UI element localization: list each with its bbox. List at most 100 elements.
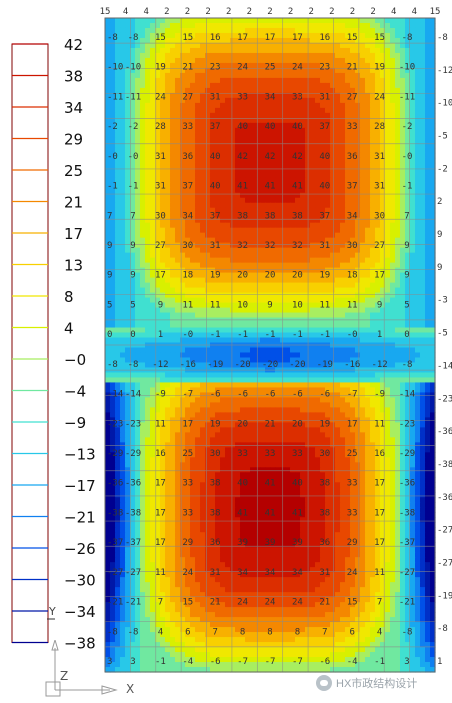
contour-cell	[315, 262, 321, 269]
contour-cell	[395, 87, 401, 94]
contour-cell	[300, 152, 306, 159]
contour-cell	[170, 177, 176, 184]
contour-cell	[310, 347, 316, 354]
contour-cell	[415, 157, 421, 164]
contour-cell	[200, 22, 206, 29]
contour-cell	[245, 152, 251, 159]
contour-cell	[200, 377, 206, 384]
contour-cell	[165, 357, 171, 364]
contour-cell	[150, 97, 156, 104]
contour-cell	[335, 137, 341, 144]
contour-cell	[250, 332, 256, 339]
contour-cell	[415, 257, 421, 264]
contour-cell	[345, 317, 351, 324]
contour-cell	[275, 372, 281, 379]
contour-cell	[140, 27, 146, 34]
contour-cell	[310, 92, 316, 99]
contour-cell	[205, 132, 211, 139]
contour-cell	[175, 107, 181, 114]
contour-cell	[160, 372, 166, 379]
contour-cell	[395, 312, 401, 319]
contour-cell	[315, 152, 321, 159]
contour-cell	[400, 227, 406, 234]
contour-cell	[430, 57, 436, 64]
contour-cell	[345, 127, 351, 134]
contour-cell	[120, 232, 126, 239]
contour-cell	[400, 137, 406, 144]
contour-cell	[185, 222, 191, 229]
contour-cell	[240, 297, 246, 304]
contour-cell	[290, 217, 296, 224]
contour-cell	[395, 272, 401, 279]
contour-cell	[240, 62, 246, 69]
contour-cell	[355, 82, 361, 89]
legend-label: −30	[64, 572, 96, 590]
contour-cell	[400, 222, 406, 229]
contour-cell	[300, 222, 306, 229]
contour-cell	[310, 377, 316, 384]
contour-cell	[135, 267, 141, 274]
contour-cell	[210, 142, 216, 149]
contour-cell	[165, 232, 171, 239]
contour-cell	[310, 137, 316, 144]
contour-cell	[415, 87, 421, 94]
contour-cell	[300, 122, 306, 129]
contour-cell	[325, 92, 331, 99]
contour-cell	[310, 127, 316, 134]
contour-cell	[365, 87, 371, 94]
contour-cell	[115, 387, 121, 394]
contour-cell	[335, 152, 341, 159]
contour-cell	[205, 372, 211, 379]
contour-cell	[275, 32, 281, 39]
contour-cell	[300, 137, 306, 144]
contour-cell	[230, 352, 236, 359]
contour-cell	[295, 237, 301, 244]
contour-cell	[315, 18, 321, 24]
contour-cell	[345, 312, 351, 319]
contour-cell	[300, 302, 306, 309]
contour-cell	[290, 62, 296, 69]
contour-cell	[135, 357, 141, 364]
contour-cell	[130, 237, 136, 244]
contour-cell	[155, 197, 161, 204]
contour-cell	[395, 287, 401, 294]
contour-cell	[185, 187, 191, 194]
contour-cell	[130, 57, 136, 64]
contour-cell	[405, 157, 411, 164]
contour-cell	[310, 222, 316, 229]
contour-cell	[320, 277, 326, 284]
contour-cell	[295, 162, 301, 169]
contour-cell	[360, 157, 366, 164]
contour-cell	[365, 247, 371, 254]
contour-cell	[155, 322, 161, 329]
contour-cell	[150, 92, 156, 99]
contour-cell	[135, 172, 141, 179]
contour-cell	[185, 262, 191, 269]
contour-cell	[400, 182, 406, 189]
contour-cell	[220, 302, 226, 309]
contour-cell	[220, 272, 226, 279]
contour-cell	[360, 227, 366, 234]
contour-cell	[210, 37, 216, 44]
contour-cell	[170, 142, 176, 149]
contour-cell	[385, 382, 391, 389]
contour-cell	[145, 337, 151, 344]
contour-cell	[185, 287, 191, 294]
contour-cell	[155, 47, 161, 54]
contour-cell	[260, 127, 266, 134]
contour-cell	[365, 157, 371, 164]
contour-cell	[385, 352, 391, 359]
contour-cell	[420, 192, 426, 199]
contour-cell	[150, 152, 156, 159]
contour-cell	[115, 72, 121, 79]
contour-cell	[250, 182, 256, 189]
contour-cell	[345, 87, 351, 94]
contour-cell	[335, 142, 341, 149]
contour-cell	[125, 372, 131, 379]
contour-cell	[415, 162, 421, 169]
contour-cell	[430, 237, 436, 244]
contour-cell	[290, 322, 296, 329]
contour-cell	[340, 42, 346, 49]
contour-cell	[155, 317, 161, 324]
contour-cell	[230, 172, 236, 179]
